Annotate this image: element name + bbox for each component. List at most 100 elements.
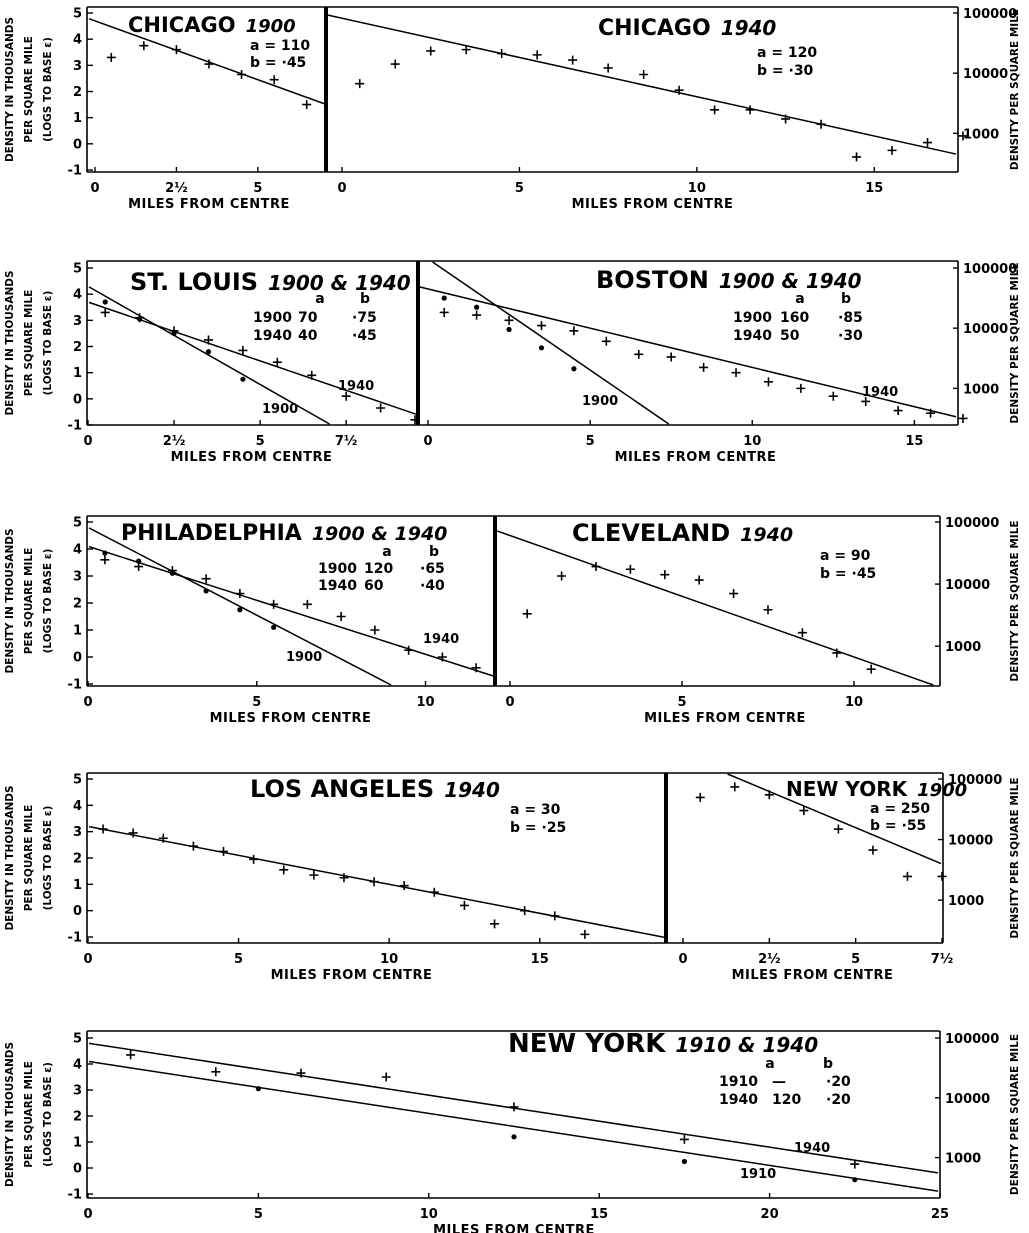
x-tick-label: 5 bbox=[252, 695, 261, 710]
data-point-1940 bbox=[302, 599, 312, 609]
data-point-1940 bbox=[339, 873, 349, 883]
x-tick-label: 5 bbox=[254, 1207, 263, 1222]
data-point-1940 bbox=[158, 833, 168, 843]
regression-line-1940 bbox=[419, 286, 957, 418]
chart-panel: 0 5 10 15 20 25 MILES FROM CENTRE NEW YORK 1910 … bbox=[83, 1029, 949, 1233]
data-point-1940 bbox=[958, 131, 968, 141]
x-tick-label: 5 bbox=[677, 695, 686, 710]
parameter-a-value: 40 bbox=[298, 328, 318, 344]
data-point-1900 bbox=[441, 295, 447, 301]
data-point-1940 bbox=[625, 564, 635, 574]
line-label-1900: 1900 bbox=[262, 402, 298, 417]
regression-line-1910 bbox=[88, 1060, 939, 1192]
x-axis-label: MILES FROM CENTRE bbox=[128, 197, 290, 212]
data-point-1940 bbox=[832, 648, 842, 658]
chart-title-city: ST. LOUIS bbox=[130, 268, 258, 296]
data-point-1940 bbox=[745, 105, 755, 115]
data-point-1940 bbox=[603, 63, 613, 73]
x-tick-label: 0 bbox=[423, 434, 432, 449]
data-point-1900 bbox=[937, 871, 947, 881]
chart-title-city: NEW YORK bbox=[508, 1029, 666, 1059]
parameter-a-value: 120 bbox=[772, 1092, 801, 1108]
chart-title-city: LOS ANGELES bbox=[250, 775, 434, 803]
data-point-1940 bbox=[893, 406, 903, 416]
data-point-1900 bbox=[695, 792, 705, 802]
data-point-1940 bbox=[569, 326, 579, 336]
x-tick-label: 0 bbox=[505, 695, 514, 710]
data-point-1940 bbox=[763, 605, 773, 615]
chart-title-year: 1910 & 1940 bbox=[675, 1033, 818, 1057]
y-tick-label: 4 bbox=[73, 33, 82, 48]
chart-title-city: PHILADELPHIA bbox=[121, 521, 302, 546]
y-axis-label: PER SQUARE MILE bbox=[23, 36, 35, 143]
parameter-header-a: a bbox=[382, 544, 391, 560]
data-point-1940 bbox=[336, 612, 346, 621]
data-point-1900 bbox=[171, 45, 181, 55]
data-point-1900 bbox=[102, 550, 108, 556]
data-point-1900 bbox=[474, 304, 480, 310]
right-tick-label: 1000 bbox=[945, 640, 981, 655]
parameter-label: a = 120 bbox=[757, 45, 817, 61]
data-point-1940 bbox=[634, 349, 644, 359]
parameter-a-value: 160 bbox=[780, 310, 809, 326]
data-point-1940 bbox=[550, 911, 560, 921]
right-axis-label: DENSITY PER SQUARE MILE bbox=[1009, 9, 1021, 170]
x-tick-label: 0 bbox=[678, 952, 687, 967]
x-axis-label: MILES FROM CENTRE bbox=[644, 711, 806, 726]
chart-title: CLEVELAND 1940 bbox=[572, 519, 793, 547]
chart-panel: 0 5 10 MILES FROM CENTRE PHILADELPHIA 1900 & … bbox=[83, 521, 494, 726]
data-point-1940 bbox=[126, 1050, 136, 1060]
parameter-a-value: 70 bbox=[298, 310, 318, 326]
data-point-1940 bbox=[729, 589, 739, 599]
right-axis-label: DENSITY PER SQUARE MILE bbox=[1009, 1034, 1021, 1195]
x-tick-label: 7½ bbox=[931, 952, 954, 967]
parameter-label: a = 30 bbox=[510, 802, 561, 818]
data-point-1900 bbox=[730, 782, 740, 792]
data-point-1940 bbox=[404, 645, 414, 655]
y-axis-label: PER SQUARE MILE bbox=[23, 548, 35, 655]
data-point-1940 bbox=[490, 919, 500, 929]
parameter-label: b = ·30 bbox=[757, 63, 814, 79]
data-point-1900 bbox=[571, 366, 577, 372]
line-label-1940: 1940 bbox=[862, 385, 898, 400]
data-point-1940 bbox=[497, 49, 507, 59]
right-tick-label: 10000 bbox=[963, 322, 1008, 337]
x-tick-label: 5 bbox=[515, 181, 524, 196]
parameter-header-b: b bbox=[429, 544, 439, 560]
data-point-1940 bbox=[100, 555, 110, 565]
y-axis-label: (LOGS TO BASE ε) bbox=[42, 37, 54, 142]
y-tick-label: 1 bbox=[73, 878, 82, 893]
data-point-1940 bbox=[272, 357, 282, 367]
x-tick-label: 5 bbox=[253, 181, 262, 196]
data-point-1940 bbox=[763, 377, 773, 387]
data-point-1900 bbox=[205, 349, 212, 355]
data-point-1940 bbox=[211, 1067, 221, 1077]
x-tick-label: 20 bbox=[761, 1207, 779, 1222]
data-point-1940 bbox=[797, 628, 807, 638]
x-tick-label: 5 bbox=[586, 434, 595, 449]
data-point-1940 bbox=[279, 865, 289, 875]
chart-title-year: 1900 & 1940 bbox=[719, 269, 862, 293]
x-tick-label: 5 bbox=[234, 952, 243, 967]
chart-title-year: 1900 & 1940 bbox=[312, 523, 448, 545]
chart-title-city: BOSTON bbox=[596, 266, 709, 294]
x-tick-label: 0 bbox=[83, 695, 92, 710]
data-point-1910 bbox=[681, 1158, 688, 1165]
parameter-label: b = ·25 bbox=[510, 820, 566, 836]
parameter-header-b: b bbox=[841, 291, 851, 307]
data-point-1940 bbox=[472, 310, 482, 320]
data-point-1940 bbox=[269, 599, 279, 609]
y-tick-label: 4 bbox=[73, 288, 82, 303]
data-point-1940 bbox=[381, 1072, 391, 1082]
data-point-1940 bbox=[850, 1159, 860, 1169]
y-tick-label: -1 bbox=[68, 1188, 82, 1203]
y-tick-label: -1 bbox=[68, 678, 82, 693]
regression-line bbox=[327, 14, 957, 155]
y-tick-label: 1 bbox=[73, 366, 82, 381]
parameter-b-value: ·20 bbox=[826, 1074, 851, 1090]
data-point-1940 bbox=[203, 335, 213, 345]
data-point-1940 bbox=[926, 408, 936, 418]
regression-line bbox=[496, 530, 934, 686]
data-point-1940 bbox=[679, 1134, 689, 1144]
